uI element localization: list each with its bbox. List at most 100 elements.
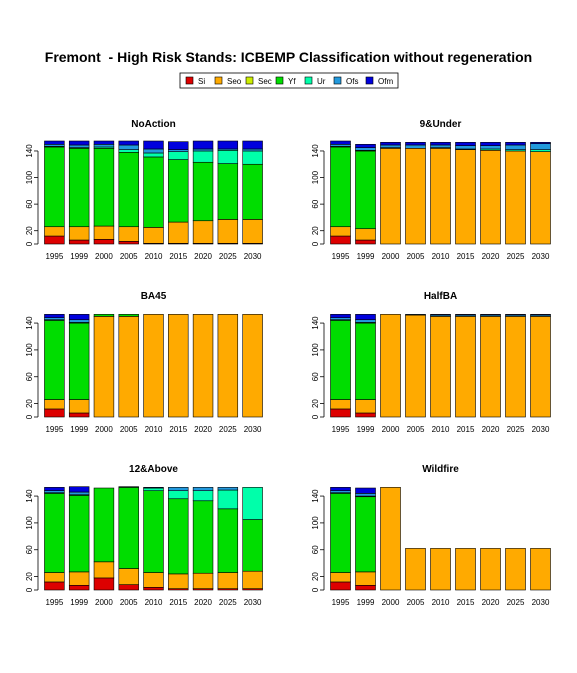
x-tick-label: 2025 [219, 252, 237, 261]
bar-segment-yf [330, 493, 351, 573]
bar-segment-yf [68, 322, 90, 400]
bar-segment-ofm [505, 142, 526, 146]
y-tick-label: 20 [25, 572, 34, 581]
x-tick-label: 2005 [407, 598, 425, 607]
bar-segment-ofm [430, 314, 451, 316]
bar-segment-yf [242, 519, 263, 572]
bar-segment-ofm [217, 140, 239, 150]
bar-segment-yf [118, 487, 139, 569]
x-tick-label: 2020 [482, 425, 500, 434]
bar-segment-si [355, 585, 376, 591]
x-tick-label: 2005 [120, 598, 138, 607]
bar-segment-ofm [44, 314, 65, 318]
bar-segment-yf [192, 500, 214, 574]
panel-title: HalfBA [424, 291, 457, 302]
x-tick-label: 1999 [70, 598, 88, 607]
bar-segment-ofm [93, 140, 115, 145]
bar-segment-seo [242, 219, 263, 244]
y-tick-label: 20 [311, 226, 320, 235]
y-tick-label: 140 [311, 316, 320, 330]
x-tick-label: 2025 [507, 252, 525, 261]
bar-segment-si [143, 587, 164, 591]
y-tick-label: 60 [25, 545, 34, 554]
bar-segment-yf [143, 490, 164, 573]
x-tick-label: 2010 [432, 425, 450, 434]
bar-segment-yf [355, 150, 376, 230]
bar-segment-yf [192, 161, 214, 222]
bar-segment-seo [68, 571, 90, 586]
page-title: Fremont - High Risk Stands: ICBEMP Class… [44, 49, 533, 65]
bar-segment-yf [355, 496, 376, 573]
bar-segment-ofs [44, 490, 65, 494]
bar-segment-seo [480, 548, 501, 591]
bar-segment-ofm [380, 142, 401, 146]
bar-segment-seo [44, 572, 65, 583]
bar-segment-si [355, 239, 376, 245]
bar-segment-ur [168, 490, 189, 500]
bar-segment-yf [93, 148, 115, 227]
bar-segment-ur [192, 150, 214, 163]
y-tick-label: 0 [311, 414, 320, 419]
bar-segment-ur [242, 487, 263, 520]
bar-segment-si [330, 581, 351, 591]
y-tick-label: 100 [25, 516, 34, 530]
bar-segment-ofm [242, 140, 263, 150]
bar-segment-ofs [68, 319, 90, 323]
x-tick-label: 2015 [169, 598, 187, 607]
bar-segment-ofs [68, 491, 90, 496]
y-tick-label: 100 [25, 170, 34, 184]
bar-segment-seo [143, 227, 164, 244]
bar-segment-ofm [118, 140, 139, 146]
bar-segment-yf [93, 487, 115, 563]
panel-title: 9&Under [420, 119, 462, 130]
bar-segment-seo [192, 314, 214, 418]
x-tick-label: 2015 [169, 252, 187, 261]
bar-segment-ofs [405, 144, 426, 149]
bar-segment-ofm [355, 144, 376, 148]
bar-segment-ur [168, 151, 189, 160]
bar-segment-ofm [405, 142, 426, 146]
bar-segment-seo [44, 399, 65, 410]
bar-segment-seo [217, 572, 239, 589]
bar-segment-ofm [530, 142, 551, 144]
bar-segment-seo [143, 314, 164, 418]
x-tick-label: 2030 [532, 598, 550, 607]
x-tick-label: 2020 [194, 252, 212, 261]
x-tick-label: 2005 [120, 252, 138, 261]
bar-segment-ofm [430, 142, 451, 146]
bar-segment-si [68, 239, 90, 245]
bar-segment-ofs [68, 144, 90, 148]
y-tick-label: 20 [311, 399, 320, 408]
bar-segment-ur [192, 490, 214, 502]
x-tick-label: 2020 [482, 252, 500, 261]
x-tick-label: 2025 [219, 425, 237, 434]
x-tick-label: 2020 [194, 598, 212, 607]
bar-segment-seo [68, 226, 90, 241]
bar-segment-ofm [44, 140, 65, 145]
x-tick-label: 2010 [432, 598, 450, 607]
x-tick-label: 2015 [457, 598, 475, 607]
bar-segment-seo [93, 225, 115, 240]
y-tick-label: 60 [311, 545, 320, 554]
bar-segment-yf [217, 163, 239, 220]
bar-segment-ofm [330, 140, 351, 145]
bar-segment-seo [93, 561, 115, 579]
panel-5: Wildfire 0 20 60 100 140 1995 1999 2000 2005 2010 2… [311, 464, 551, 607]
x-tick-label: 2025 [219, 598, 237, 607]
bar-segment-yf [118, 151, 139, 228]
x-tick-label: 1999 [70, 252, 88, 261]
x-tick-label: 1995 [332, 425, 350, 434]
bar-segment-yf [44, 320, 65, 400]
panel-title: 12&Above [129, 464, 178, 475]
bar-segment-ur [217, 489, 239, 510]
x-tick-label: 1999 [70, 425, 88, 434]
x-tick-label: 1995 [45, 252, 63, 261]
y-tick-label: 100 [311, 170, 320, 184]
bar-segment-seo [143, 572, 164, 588]
x-tick-label: 2015 [457, 252, 475, 261]
bar-segment-ur [217, 150, 239, 164]
bar-segment-yf [330, 320, 351, 400]
bar-segment-ofm [68, 140, 90, 146]
bar-segment-ofm [192, 140, 214, 150]
